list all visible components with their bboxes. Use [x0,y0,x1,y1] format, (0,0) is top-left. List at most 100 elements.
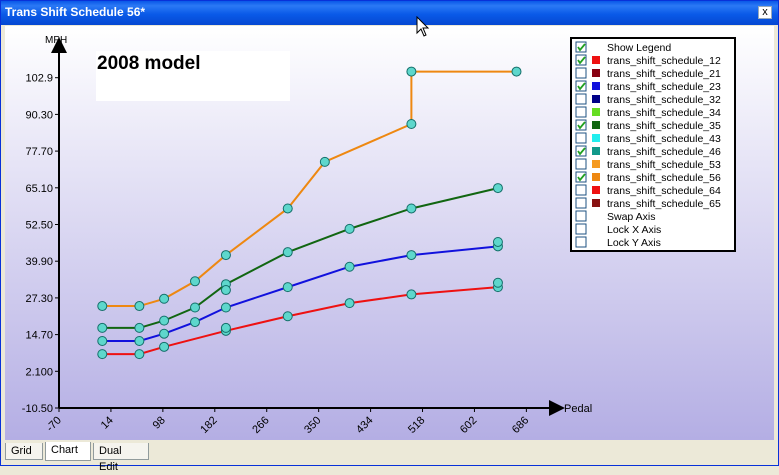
window-title: Trans Shift Schedule 56* [5,5,146,19]
tab-chart[interactable]: Chart [45,442,91,461]
data-point[interactable] [97,322,108,333]
data-point[interactable] [492,277,503,288]
data-point[interactable] [220,250,231,261]
legend-swatch [592,56,600,64]
y-tick-label: -10.50 [22,403,53,415]
legend-checkbox[interactable] [575,171,587,183]
legend-swatch [592,95,600,103]
legend-checkbox[interactable] [575,41,587,53]
y-tick-label: 65.10 [25,183,53,195]
legend-item-label[interactable]: Show Legend [607,42,671,54]
y-tick-label: 77.70 [25,146,53,158]
data-point[interactable] [134,349,145,360]
tab-grid[interactable]: Grid [5,443,43,460]
legend-item-label[interactable]: trans_shift_schedule_12 [607,55,721,67]
legend-checkbox[interactable] [575,145,587,157]
check-icon [577,82,586,91]
legend-swatch [592,199,600,207]
legend-item-label[interactable]: Lock X Axis [607,224,661,236]
chart-panel[interactable]: 2008 model MPH Pedal -10.50 2.100 14.70 27.30… [5,26,774,440]
legend-checkbox[interactable] [575,93,587,105]
data-point[interactable] [190,317,201,328]
legend-swatch [592,186,600,194]
check-icon [577,121,586,130]
y-tick-label: 27.30 [25,293,53,305]
data-point[interactable] [159,341,170,352]
data-point[interactable] [319,156,330,167]
tab-dual-edit[interactable]: Dual Edit [93,443,149,473]
legend-item-label[interactable]: trans_shift_schedule_21 [607,68,721,80]
check-icon [577,56,586,65]
y-tick-label: 90.30 [25,109,53,121]
legend-checkbox[interactable] [575,80,587,92]
y-tick-label: 102.9 [25,73,53,85]
legend-item-label[interactable]: trans_shift_schedule_23 [607,81,721,93]
data-point[interactable] [282,203,293,214]
data-point[interactable] [406,66,417,77]
data-point[interactable] [406,203,417,214]
legend-checkbox[interactable] [575,54,587,66]
data-point[interactable] [282,247,293,258]
legend-checkbox[interactable] [575,119,587,131]
title-bar[interactable]: Trans Shift Schedule 56* x [1,1,778,25]
data-point[interactable] [190,276,201,287]
y-tick-label: 39.90 [25,256,53,268]
data-point[interactable] [282,282,293,293]
legend-swatch [592,121,600,129]
data-point[interactable] [220,285,231,296]
legend-item-label[interactable]: trans_shift_schedule_64 [607,185,721,197]
y-tick-label: 2.100 [25,366,53,378]
legend-swatch [592,108,600,116]
legend-checkbox[interactable] [575,184,587,196]
legend-item-label[interactable]: trans_shift_schedule_53 [607,159,721,171]
legend-checkbox[interactable] [575,236,587,248]
data-point[interactable] [134,301,145,312]
data-point[interactable] [492,183,503,194]
data-point[interactable] [220,322,231,333]
data-point[interactable] [282,311,293,322]
data-point[interactable] [492,236,503,247]
data-point[interactable] [344,261,355,272]
check-icon [577,147,586,156]
mouse-cursor-icon [416,16,430,37]
data-point[interactable] [344,298,355,309]
legend-item-label[interactable]: trans_shift_schedule_35 [607,120,721,132]
legend-checkbox[interactable] [575,210,587,222]
shift-schedule-chart[interactable]: 2008 model MPH Pedal -10.50 2.100 14.70 27.30… [5,26,774,440]
legend-checkbox[interactable] [575,67,587,79]
data-point[interactable] [220,302,231,313]
data-point[interactable] [190,302,201,313]
legend-item-label[interactable]: trans_shift_schedule_34 [607,107,721,119]
data-point[interactable] [97,301,108,312]
data-point[interactable] [97,336,108,347]
data-point[interactable] [406,289,417,300]
legend-item-label[interactable]: Lock Y Axis [607,237,661,249]
data-point[interactable] [159,293,170,304]
data-point[interactable] [406,119,417,130]
legend-checkbox[interactable] [575,197,587,209]
close-button[interactable]: x [758,6,772,19]
data-point[interactable] [159,315,170,326]
legend-item-label[interactable]: trans_shift_schedule_43 [607,133,721,145]
legend-checkbox[interactable] [575,158,587,170]
legend-item-label[interactable]: trans_shift_schedule_65 [607,198,721,210]
legend-checkbox[interactable] [575,223,587,235]
tab-strip: Grid Chart Dual Edit [5,442,305,473]
legend-checkbox[interactable] [575,106,587,118]
data-point[interactable] [134,336,145,347]
legend-checkbox[interactable] [575,132,587,144]
data-point[interactable] [134,322,145,333]
y-tick-label: 52.50 [25,220,53,232]
data-point[interactable] [511,66,522,77]
legend-item-label[interactable]: trans_shift_schedule_56 [607,172,721,184]
legend-item-label[interactable]: Swap Axis [607,211,655,223]
data-point[interactable] [159,328,170,339]
check-icon [577,43,586,52]
legend-item-label[interactable]: trans_shift_schedule_32 [607,94,721,106]
legend-swatch [592,82,600,90]
data-point[interactable] [344,223,355,234]
data-point[interactable] [406,250,417,261]
data-point[interactable] [97,349,108,360]
legend-item-label[interactable]: trans_shift_schedule_46 [607,146,721,158]
